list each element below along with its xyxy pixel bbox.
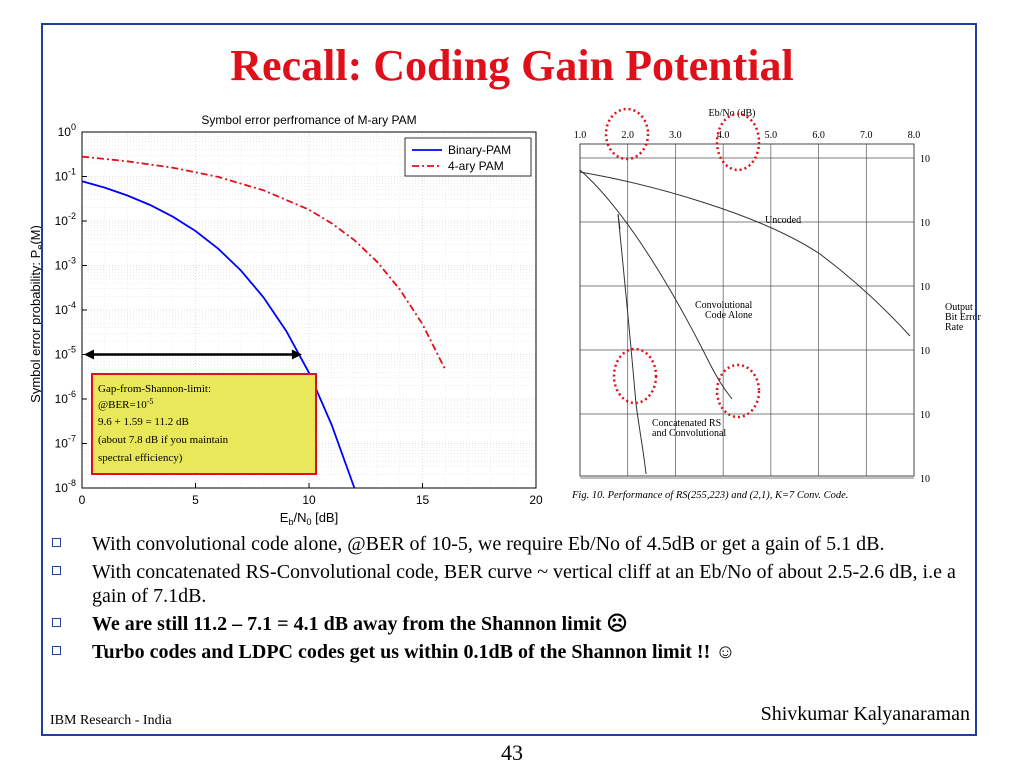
rs-chart-caption: Fig. 10. Performance of RS(255,223) and … <box>571 490 848 501</box>
annotation-line4: (about 7.8 dB if you maintain <box>98 434 229 446</box>
highlight-circle-2db <box>604 107 650 161</box>
page-number: 43 <box>501 740 523 765</box>
ary4-pam-line <box>81 155 447 370</box>
rs-x-tick-label: 8.0 <box>908 130 921 141</box>
bullet-square-icon <box>52 538 61 547</box>
bullet-item: Turbo codes and LDPC codes get us within… <box>52 640 972 664</box>
rs-right-label: Output Bit Error Rate <box>945 302 981 333</box>
rs-x-tick-label: 1.0 <box>574 130 587 141</box>
y-tick-label: 10-6 <box>55 389 76 406</box>
x-tick-label: 5 <box>192 493 199 507</box>
pam-legend: Binary-PAM 4-ary PAM <box>404 137 532 177</box>
uncoded-curve <box>579 171 911 337</box>
uncoded-label: Uncoded <box>765 215 801 226</box>
concatenated-curve <box>617 213 647 475</box>
bullet-text: With concatenated RS-Convolutional code,… <box>92 561 956 607</box>
rs-y-tick-label: 10 <box>920 346 930 357</box>
rs-plot-area <box>579 143 915 477</box>
pam-chart: 0 5 10 15 20 100 10-1 10-2 10-3 10-4 10-5 10-6 10-7 1… <box>28 113 543 527</box>
rs-x-tick-label: 5.0 <box>765 130 778 141</box>
x-tick-label: 15 <box>416 493 430 507</box>
bullet-item: With concatenated RS-Convolutional code,… <box>52 560 972 608</box>
rs-x-tick-label: 2.0 <box>621 130 634 141</box>
highlight-circle-conv <box>715 363 761 419</box>
bullet-item: With convolutional code alone, @BER of 1… <box>52 532 972 556</box>
convolutional-label-1: Convolutional <box>695 300 752 311</box>
slide-frame <box>41 23 977 736</box>
bullet-text: We are still 11.2 – 7.1 = 4.1 dB away fr… <box>92 613 628 635</box>
y-tick-label: 10-5 <box>55 345 76 362</box>
highlight-circle-45db <box>715 112 761 172</box>
bullet-list: With convolutional code alone, @BER of 1… <box>52 532 972 668</box>
highlight-circle-concat <box>612 347 658 405</box>
rs-y-tick-label: 10 <box>920 154 930 165</box>
footer-author: Shivkumar Kalyanaraman <box>760 703 970 725</box>
annotation-line3: 9.6 + 1.59 = 11.2 dB <box>98 416 189 428</box>
concatenated-label-2: and Convolutional <box>652 428 726 439</box>
binary-pam-line <box>81 180 356 489</box>
bullet-text: With convolutional code alone, @BER of 1… <box>92 533 885 555</box>
y-tick-label: 10-8 <box>55 478 76 495</box>
pam-chart-ticks: 0 5 10 15 20 100 10-1 10-2 10-3 10-4 10-5 10-6 10-7 1… <box>55 122 543 507</box>
rs-conv-chart: 1.0 2.0 3.0 4.0 5.0 6.0 7.0 8.0 10 10 10 10 10 10 Eb… <box>571 107 981 501</box>
bullet-text: Turbo codes and LDPC codes get us within… <box>92 641 736 663</box>
x-tick-label: 20 <box>529 493 543 507</box>
rs-x-tick-label: 3.0 <box>669 130 682 141</box>
rs-y-tick-label: 10 <box>920 218 930 229</box>
bullet-square-icon <box>52 566 61 575</box>
bullet-item: We are still 11.2 – 7.1 = 4.1 dB away fr… <box>52 612 972 636</box>
y-tick-label: 10-2 <box>55 211 76 228</box>
concatenated-start <box>617 213 621 230</box>
legend-4ary-label: 4-ary PAM <box>448 159 504 173</box>
annotation-line5: spectral efficiency) <box>98 452 183 464</box>
pam-x-axis-label: Eb/N0 [dB] <box>280 510 338 527</box>
rs-y-tick-label: 10 <box>920 410 930 421</box>
rs-y-tick-label: 10 <box>920 282 930 293</box>
x-tick-label: 10 <box>302 493 316 507</box>
pam-y-axis-label: Symbol error probability: Pe(M) <box>28 225 45 403</box>
legend-binary-label: Binary-PAM <box>448 143 511 157</box>
pam-chart-title: Symbol error perfromance of M-ary PAM <box>201 113 416 127</box>
rs-chart-title: Eb/No (dB) <box>709 108 756 119</box>
y-tick-label: 10-3 <box>55 256 76 273</box>
svg-text:Output: Output <box>945 302 973 313</box>
footer-org: IBM Research - India <box>50 713 172 728</box>
rs-chart-x-ticks: 1.0 2.0 3.0 4.0 5.0 6.0 7.0 8.0 <box>574 130 921 141</box>
annotation-line2: @BER=10-5 <box>98 397 153 411</box>
gap-arrow-head-left <box>84 349 94 360</box>
bullet-square-icon <box>52 618 61 627</box>
y-tick-label: 10-4 <box>55 300 76 317</box>
rs-x-tick-label: 7.0 <box>860 130 873 141</box>
y-tick-label: 100 <box>58 122 76 139</box>
y-tick-label: 10-7 <box>55 434 76 451</box>
rs-y-tick-label: 10 <box>920 474 930 485</box>
bullet-square-icon <box>52 646 61 655</box>
pam-chart-series <box>81 155 447 489</box>
svg-text:Bit Error: Bit Error <box>945 312 981 323</box>
annotation-line1: Gap-from-Shannon-limit: <box>98 383 211 395</box>
rs-x-tick-label: 6.0 <box>812 130 825 141</box>
rs-chart-grid <box>579 143 915 479</box>
gap-arrow <box>84 349 302 360</box>
y-tick-label: 10-1 <box>55 167 76 184</box>
concatenated-label-1: Concatenated RS <box>652 418 721 429</box>
slide-title: Recall: Coding Gain Potential <box>230 41 794 90</box>
svg-text:Rate: Rate <box>945 322 964 333</box>
convolutional-label-2: Code Alone <box>705 310 753 321</box>
x-tick-label: 0 <box>79 493 86 507</box>
rs-x-tick-label: 4.0 <box>717 130 730 141</box>
gap-arrow-head-right <box>291 349 302 360</box>
gap-annotation: Gap-from-Shannon-limit: @BER=10-5 9.6 + … <box>91 373 317 475</box>
rs-chart-y-ticks: 10 10 10 10 10 10 <box>920 154 930 485</box>
convolutional-curve <box>579 169 733 400</box>
